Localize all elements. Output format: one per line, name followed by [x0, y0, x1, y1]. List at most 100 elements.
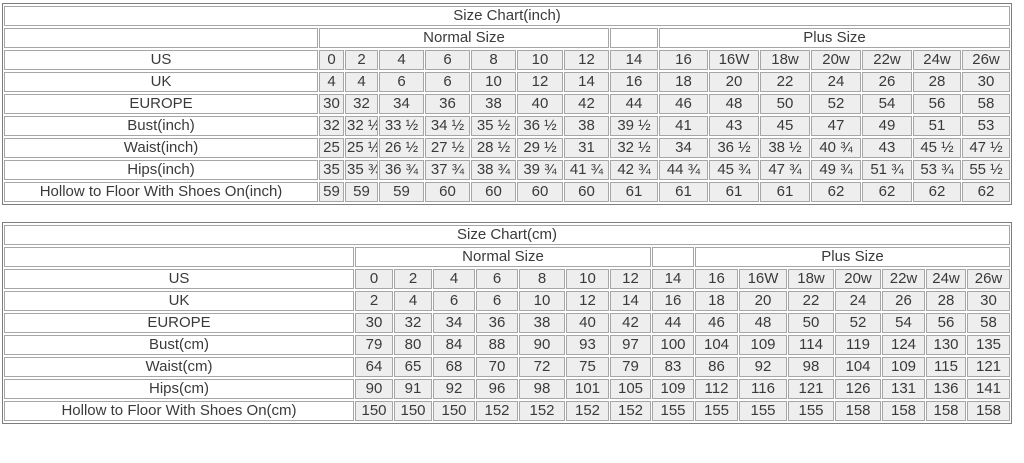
size-value-cell: 152	[566, 401, 609, 421]
size-value-cell: 155	[695, 401, 738, 421]
size-value-cell: 98	[788, 357, 834, 377]
size-value-cell: 41	[659, 116, 708, 136]
size-value-cell: 93	[566, 335, 609, 355]
size-value-cell: 45 ½	[913, 138, 961, 158]
size-value-cell: 32 ½	[610, 138, 658, 158]
size-value-cell: 52	[835, 313, 881, 333]
size-value-cell: 75	[566, 357, 609, 377]
size-value-cell: 59	[379, 182, 424, 202]
size-value-cell: 91	[394, 379, 432, 399]
title-row: Size Chart(inch)	[4, 6, 1011, 26]
table-row: Hollow to Floor With Shoes On(cm) 150 150 1…	[4, 401, 1011, 421]
size-value-cell: 121	[967, 357, 1011, 377]
size-value-cell: 43	[709, 116, 759, 136]
size-value-cell: 36 ½	[709, 138, 759, 158]
size-value-cell: 48	[709, 94, 759, 114]
size-value-cell: 8	[519, 269, 565, 289]
row-label: Hips(inch)	[4, 160, 318, 180]
size-value-cell: 16W	[739, 269, 787, 289]
size-value-cell: 52	[811, 94, 861, 114]
size-value-cell: 30	[355, 313, 393, 333]
size-value-cell: 47 ½	[962, 138, 1011, 158]
size-value-cell: 16	[659, 50, 708, 70]
size-value-cell: 50	[788, 313, 834, 333]
size-value-cell: 55 ½	[962, 160, 1011, 180]
size-value-cell: 54	[862, 94, 912, 114]
size-value-cell: 31	[564, 138, 609, 158]
size-value-cell: 24w	[913, 50, 961, 70]
row-label: US	[4, 269, 354, 289]
size-value-cell: 135	[967, 335, 1011, 355]
size-value-cell: 2	[355, 291, 393, 311]
size-value-cell: 62	[811, 182, 861, 202]
size-value-cell: 14	[564, 72, 609, 92]
size-value-cell: 54	[882, 313, 925, 333]
size-value-cell: 44	[610, 94, 658, 114]
spacer-cell	[610, 28, 658, 48]
size-value-cell: 60	[517, 182, 563, 202]
size-value-cell: 56	[913, 94, 961, 114]
size-value-cell: 90	[355, 379, 393, 399]
size-value-cell: 40 ¾	[811, 138, 861, 158]
row-label: Hips(cm)	[4, 379, 354, 399]
size-value-cell: 42	[610, 313, 651, 333]
size-value-cell: 6	[476, 291, 518, 311]
size-value-cell: 22w	[862, 50, 912, 70]
size-value-cell: 34	[379, 94, 424, 114]
size-value-cell: 20w	[811, 50, 861, 70]
size-value-cell: 4	[319, 72, 344, 92]
size-value-cell: 29 ½	[517, 138, 563, 158]
table-row: US 0 2 4 6 8 10 12 14 16 16W 18w 20w 22w 24w 26w	[4, 50, 1011, 70]
table-row: Waist(cm) 64 65 68 70 72 75 79 83 86 92 98 104 109 115…	[4, 357, 1011, 377]
size-value-cell: 2	[394, 269, 432, 289]
size-value-cell: 10	[519, 291, 565, 311]
size-value-cell: 114	[788, 335, 834, 355]
size-value-cell: 47	[811, 116, 861, 136]
table-row: Hollow to Floor With Shoes On(inch) 59 59 5…	[4, 182, 1011, 202]
size-value-cell: 20w	[835, 269, 881, 289]
size-value-cell: 47 ¾	[760, 160, 810, 180]
size-value-cell: 22	[760, 72, 810, 92]
size-value-cell: 65	[394, 357, 432, 377]
size-value-cell: 35 ¾	[345, 160, 378, 180]
size-value-cell: 6	[425, 72, 470, 92]
size-value-cell: 33 ½	[379, 116, 424, 136]
spacer-cell	[652, 247, 694, 267]
size-value-cell: 32	[394, 313, 432, 333]
size-value-cell: 4	[394, 291, 432, 311]
size-value-cell: 39 ½	[610, 116, 658, 136]
size-value-cell: 158	[835, 401, 881, 421]
size-value-cell: 16W	[709, 50, 759, 70]
size-value-cell: 86	[695, 357, 738, 377]
blank-header-cell	[4, 247, 354, 267]
size-value-cell: 34	[433, 313, 475, 333]
size-value-cell: 32	[345, 94, 378, 114]
row-label: EUROPE	[4, 313, 354, 333]
size-value-cell: 42 ¾	[610, 160, 658, 180]
size-value-cell: 60	[425, 182, 470, 202]
table-row: UK 4 4 6 6 10 12 14 16 18 20 22 24 26 28 30	[4, 72, 1011, 92]
size-value-cell: 20	[709, 72, 759, 92]
size-value-cell: 22w	[882, 269, 925, 289]
size-value-cell: 6	[425, 50, 470, 70]
size-value-cell: 79	[610, 357, 651, 377]
size-value-cell: 115	[926, 357, 966, 377]
size-chart-page: Size Chart(inch) Normal Size Plus Size U…	[2, 3, 1013, 424]
size-value-cell: 124	[882, 335, 925, 355]
size-value-cell: 61	[659, 182, 708, 202]
size-value-cell: 152	[610, 401, 651, 421]
size-value-cell: 4	[433, 269, 475, 289]
size-value-cell: 58	[967, 313, 1011, 333]
size-value-cell: 2	[345, 50, 378, 70]
size-value-cell: 36 ¾	[379, 160, 424, 180]
size-value-cell: 130	[926, 335, 966, 355]
size-value-cell: 14	[610, 291, 651, 311]
size-value-cell: 37 ¾	[425, 160, 470, 180]
size-value-cell: 18	[659, 72, 708, 92]
size-value-cell: 34	[659, 138, 708, 158]
size-value-cell: 56	[926, 313, 966, 333]
size-value-cell: 53 ¾	[913, 160, 961, 180]
size-value-cell: 119	[835, 335, 881, 355]
row-label: UK	[4, 72, 318, 92]
